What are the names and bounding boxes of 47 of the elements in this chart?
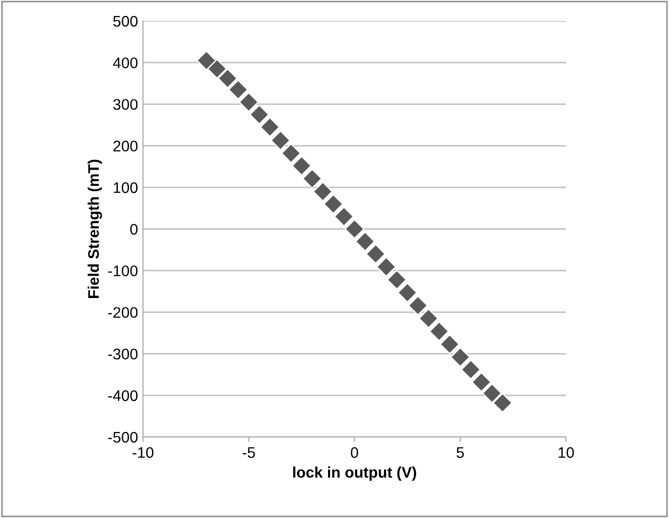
point [429,321,449,342]
point [249,104,270,124]
point [196,50,216,70]
x-tick-label: 5 [456,447,464,458]
y-tick-label: 0 [130,224,138,235]
point [334,206,354,226]
point [460,360,481,380]
point [228,80,248,100]
point [376,256,396,277]
y-tick-label: -100 [108,265,138,276]
x-tick-label: 10 [558,447,574,458]
point [492,393,512,413]
point [238,92,259,112]
x-tick-label: -10 [132,447,154,458]
point [386,270,407,290]
x-tick-label: 0 [350,447,358,458]
x-tick-label: -5 [242,447,255,458]
y-tick-label: -200 [108,307,138,318]
y-tick-label: 500 [113,16,138,27]
point [270,130,290,150]
y-tick-label: 100 [114,182,138,194]
point [482,383,502,404]
x-axis-title: lock in output (V) [293,466,416,481]
point [218,68,238,88]
point [366,244,386,264]
point [323,194,344,214]
point [398,282,418,303]
point [408,296,428,316]
y-tick-label: -400 [108,390,138,402]
y-tick-label: 400 [113,57,138,68]
y-tick-label: -500 [108,432,138,443]
point [440,334,460,354]
point [281,143,301,164]
point [207,58,227,79]
point [302,168,322,189]
point [344,219,364,239]
point [472,372,492,392]
y-axis-title: Field Strength (mT) [88,160,102,298]
y-tick-label: -300 [108,348,138,360]
point [450,347,470,367]
y-tick-label: 300 [113,99,138,110]
point [260,117,280,137]
point [418,308,438,328]
point [355,232,375,252]
point [312,182,333,202]
point [292,156,312,176]
y-tick-label: 200 [113,140,138,152]
